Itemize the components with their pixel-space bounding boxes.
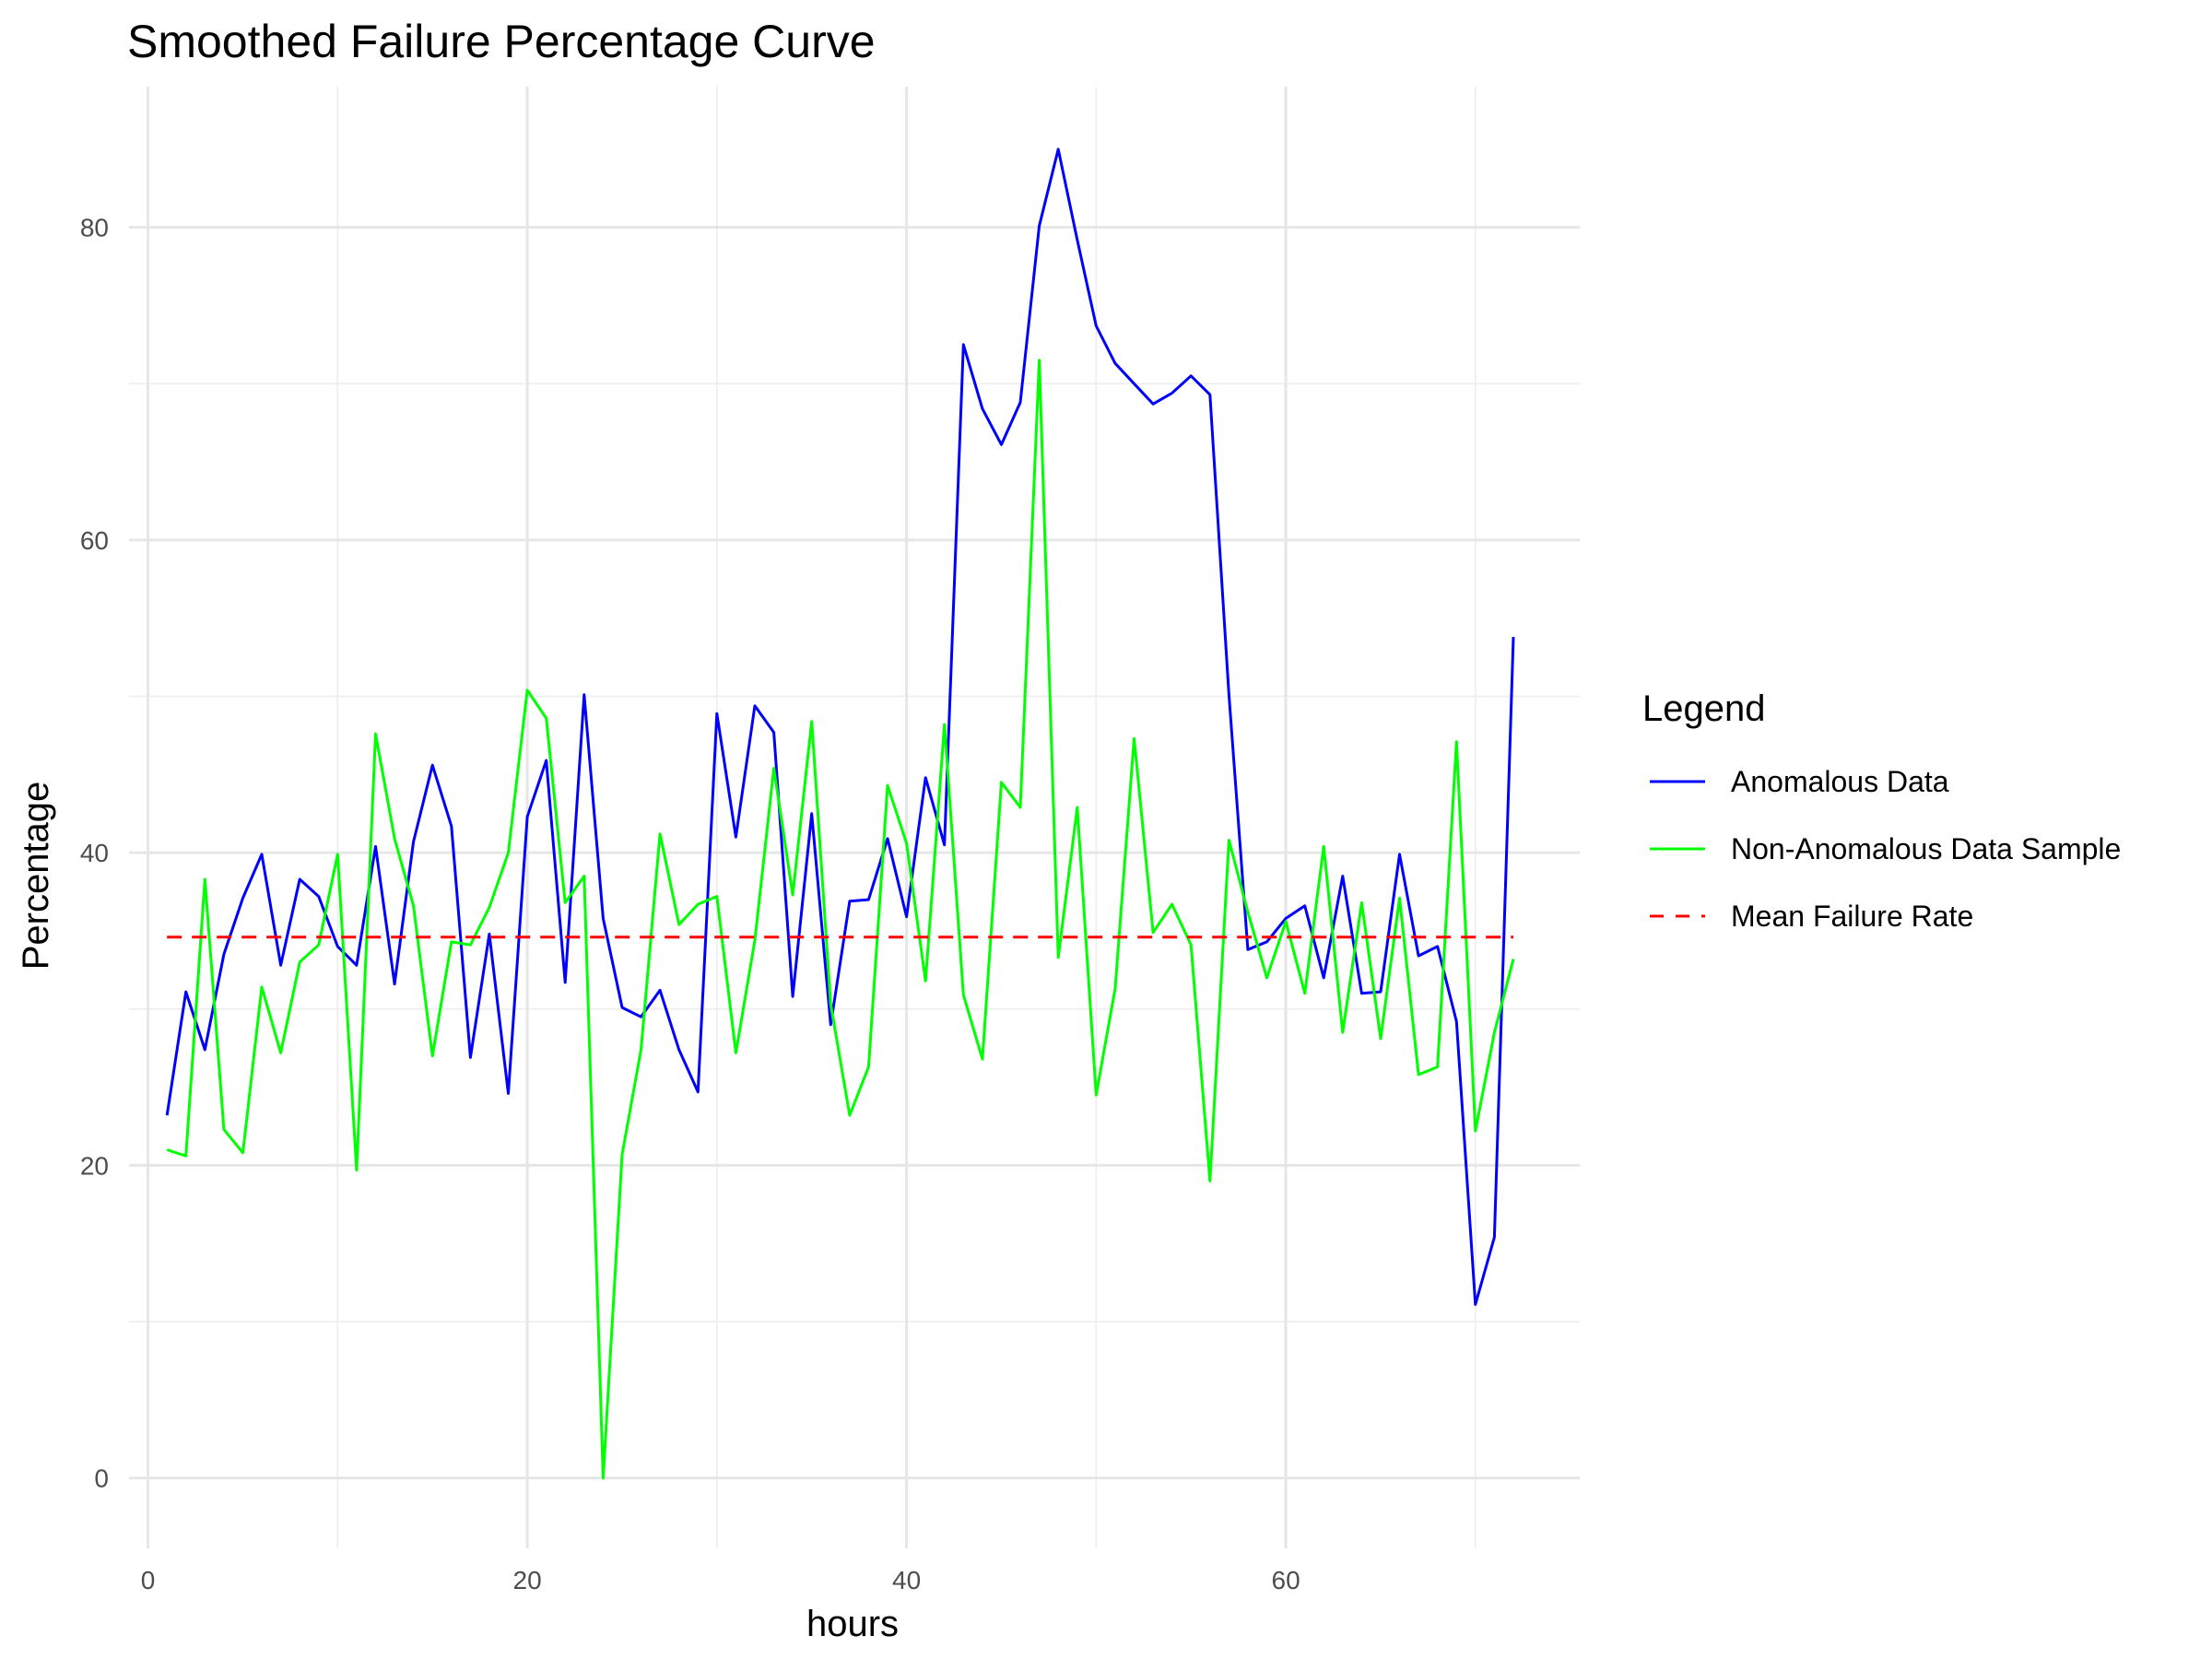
chart-title: Smoothed Failure Percentage Curve: [127, 16, 876, 67]
legend: Legend Anomalous Data Non-Anomalous Data …: [1642, 688, 2121, 933]
y-tick-label: 40: [80, 839, 109, 867]
series-line-2: [166, 359, 1515, 1480]
legend-label-1: Anomalous Data: [1731, 765, 1949, 798]
grid: [129, 87, 1580, 1548]
series-lines: [165, 147, 1515, 1480]
legend-title: Legend: [1642, 688, 1765, 729]
y-tick-label: 60: [80, 526, 109, 555]
y-tick-label: 80: [80, 214, 109, 242]
series-line-1: [165, 147, 1515, 1306]
x-tick-label: 60: [1272, 1566, 1300, 1594]
x-axis-label: hours: [806, 1604, 899, 1644]
legend-label-2: Non-Anomalous Data Sample: [1731, 832, 2121, 865]
x-tick-label: 0: [141, 1566, 156, 1594]
y-tick-label: 20: [80, 1151, 109, 1180]
x-tick-label: 20: [513, 1566, 542, 1594]
y-tick-label: 0: [94, 1465, 109, 1493]
y-axis-ticks: 0 20 40 60 80: [80, 214, 109, 1493]
y-axis-label: Percentage: [16, 782, 56, 971]
x-tick-label: 40: [892, 1566, 921, 1594]
x-axis-ticks: 0 20 40 60: [141, 1566, 1300, 1594]
legend-label-3: Mean Failure Rate: [1731, 900, 1973, 933]
